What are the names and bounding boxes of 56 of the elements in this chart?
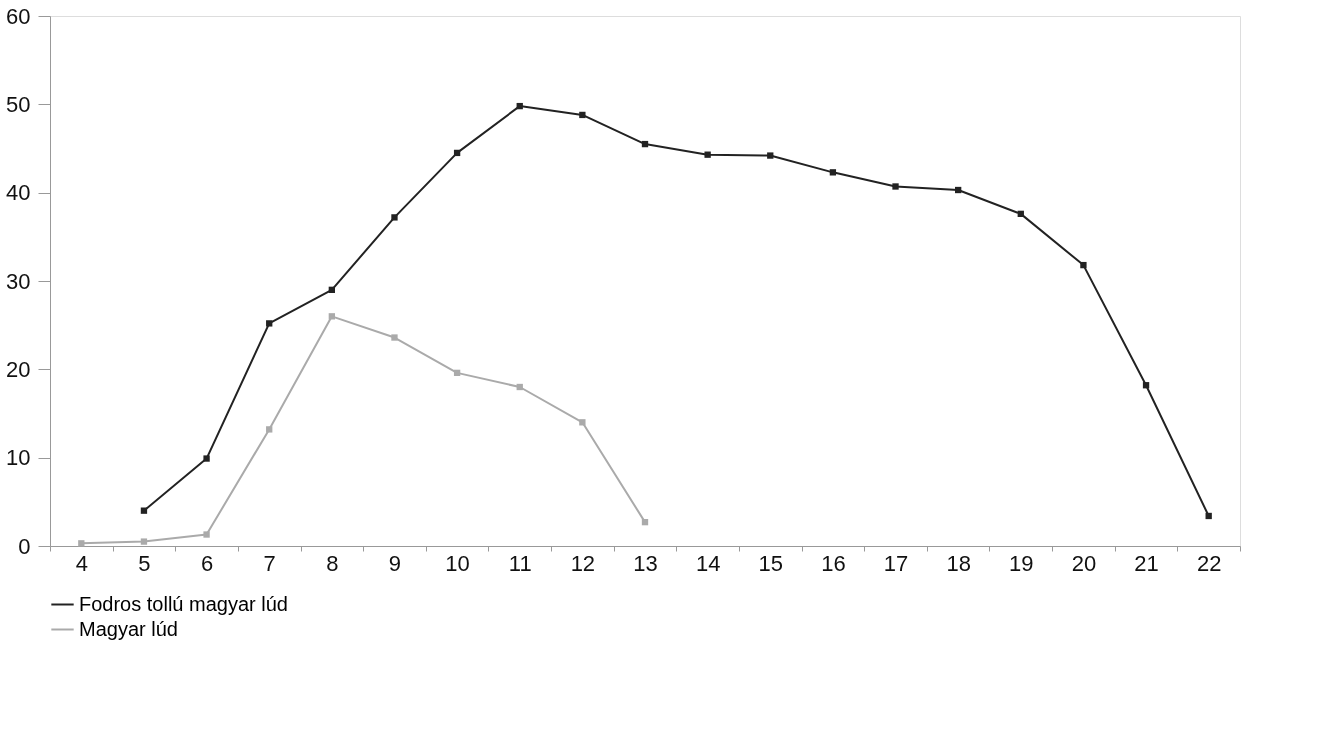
- x-tick-label: 18: [946, 550, 971, 576]
- point: [579, 111, 586, 119]
- point: [328, 313, 336, 320]
- point: [78, 540, 85, 547]
- y-tick-label: 60: [6, 3, 31, 29]
- point: [579, 419, 586, 426]
- point: [767, 152, 774, 159]
- point: [391, 214, 398, 221]
- point: [266, 426, 273, 433]
- x-tick-label: 5: [138, 550, 151, 576]
- point: [516, 383, 523, 391]
- x-tick-label: 19: [1009, 550, 1034, 576]
- point: [1017, 210, 1024, 218]
- legend-label: Magyar lúd: [79, 617, 178, 640]
- x-tick-label: 8: [326, 550, 339, 576]
- x-tick-label: 20: [1071, 550, 1097, 576]
- point: [1205, 512, 1212, 520]
- y-tick-label: 50: [6, 91, 31, 117]
- point: [266, 320, 273, 327]
- point: [203, 455, 210, 462]
- x-tick-label: 11: [508, 550, 532, 576]
- point: [1080, 261, 1087, 269]
- point: [453, 149, 461, 157]
- y-tick-label: 40: [6, 180, 31, 206]
- point: [829, 169, 837, 176]
- y-tick-label: 20: [6, 356, 31, 382]
- point: [140, 507, 148, 514]
- y-tick-label: 0: [18, 533, 31, 559]
- x-tick-label: 7: [263, 550, 276, 576]
- x-tick-label: 4: [75, 550, 88, 576]
- point: [516, 102, 523, 110]
- y-tick-label: 10: [6, 445, 31, 471]
- x-tick-label: 17: [883, 550, 909, 576]
- x-tick-label: 13: [633, 550, 658, 576]
- point: [453, 369, 461, 377]
- x-tick-label: 12: [570, 550, 596, 576]
- y-tick-label: 30: [6, 268, 31, 294]
- x-tick-label: 6: [200, 550, 214, 576]
- point: [704, 151, 711, 158]
- point: [140, 538, 148, 545]
- point: [391, 334, 398, 341]
- x-tick-label: 9: [388, 550, 402, 576]
- point: [1142, 382, 1150, 389]
- point: [892, 183, 899, 190]
- x-tick-label: 14: [695, 550, 721, 576]
- x-tick-label: 21: [1134, 550, 1159, 576]
- point: [328, 286, 336, 293]
- x-tick-label: 15: [758, 550, 784, 576]
- legend-label: Fodros tollú magyar lúd: [79, 592, 288, 615]
- x-tick-label: 16: [821, 550, 846, 576]
- x-tick-label: 22: [1196, 550, 1222, 576]
- point: [641, 518, 649, 526]
- x-tick-label: 10: [445, 550, 470, 576]
- point: [203, 531, 210, 538]
- point: [955, 186, 962, 194]
- point: [641, 140, 649, 148]
